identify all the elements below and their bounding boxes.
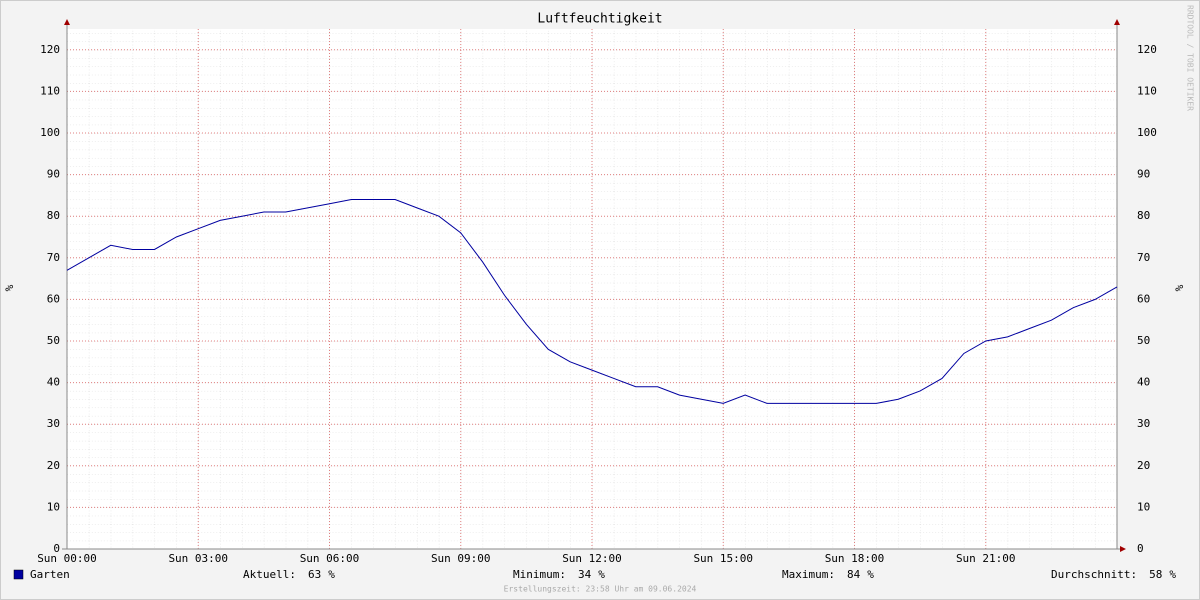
footer: Erstellungszeit: 23:58 Uhr am 09.06.2024: [504, 585, 697, 594]
y-tick-label: 110: [40, 84, 60, 97]
y-tick-label: 120: [40, 43, 60, 56]
x-tick-label: Sun 18:00: [825, 552, 885, 565]
y2-tick-label: 80: [1137, 209, 1150, 222]
x-tick-label: Sun 15:00: [693, 552, 753, 565]
watermark: RRDTOOL / TOBI OETIKER: [1186, 5, 1195, 111]
y2-tick-label: 40: [1137, 376, 1150, 389]
stat-unit: %: [867, 568, 874, 581]
y-tick-label: 0: [53, 542, 60, 555]
x-tick-label: Sun 12:00: [562, 552, 622, 565]
y2-tick-label: 50: [1137, 334, 1150, 347]
x-tick-label: Sun 06:00: [300, 552, 360, 565]
y2-tick-label: 60: [1137, 292, 1150, 305]
chart-title: Luftfeuchtigkeit: [537, 12, 662, 27]
stat-label: Durchschnitt:: [1051, 568, 1137, 581]
y-tick-label: 30: [47, 417, 60, 430]
legend-swatch: [13, 569, 24, 580]
stat-unit: %: [328, 568, 335, 581]
y2-tick-label: 100: [1137, 126, 1157, 139]
stat-value: 34: [578, 568, 592, 581]
x-tick-label: Sun 09:00: [431, 552, 491, 565]
y2-tick-label: 20: [1137, 459, 1150, 472]
y2-axis-label: %: [1173, 284, 1186, 291]
legend-label: Garten: [30, 568, 70, 581]
stat-label: Maximum:: [782, 568, 835, 581]
stat-value: 58: [1149, 568, 1162, 581]
stat-label: Minimum:: [513, 568, 566, 581]
y-tick-label: 100: [40, 126, 60, 139]
x-tick-label: Sun 00:00: [37, 552, 97, 565]
y-tick-label: 80: [47, 209, 60, 222]
legend-stat: Minimum: 34%: [513, 568, 605, 581]
x-tick-label: Sun 21:00: [956, 552, 1016, 565]
y2-tick-label: 70: [1137, 251, 1150, 264]
y-tick-label: 90: [47, 168, 60, 181]
stat-value: 84: [847, 568, 861, 581]
y-tick-label: 20: [47, 459, 60, 472]
grid: [66, 29, 1117, 550]
y-tick-label: 10: [47, 500, 60, 513]
legend-stat: Aktuell: 63%: [243, 568, 335, 581]
y2-tick-label: 120: [1137, 43, 1157, 56]
y2-tick-label: 10: [1137, 500, 1150, 513]
y-tick-label: 50: [47, 334, 60, 347]
y2-tick-label: 0: [1137, 542, 1144, 555]
minor-grid: [67, 29, 1117, 549]
x-tick-label: Sun 03:00: [168, 552, 228, 565]
y2-tick-label: 90: [1137, 168, 1150, 181]
stat-label: Aktuell:: [243, 568, 296, 581]
legend-stat: Maximum: 84%: [782, 568, 874, 581]
y2-tick-label: 110: [1137, 84, 1157, 97]
stat-value: 63: [308, 568, 321, 581]
stat-unit: %: [1169, 568, 1176, 581]
legend-stat: Durchschnitt: 58%: [1051, 568, 1176, 581]
y-tick-label: 70: [47, 251, 60, 264]
data-line: [66, 199, 1118, 404]
y-tick-label: 60: [47, 292, 60, 305]
stat-unit: %: [598, 568, 605, 581]
y2-tick-label: 30: [1137, 417, 1150, 430]
y-axis-label: %: [3, 284, 16, 291]
y-tick-label: 40: [47, 376, 60, 389]
